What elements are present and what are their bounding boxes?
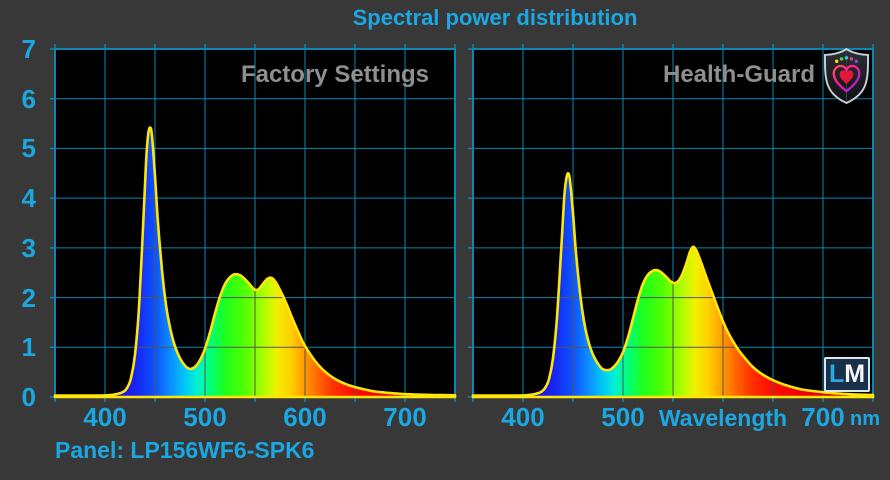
shield-dots [834,56,859,63]
spectrum-curve-outline [53,126,457,399]
y-tick-label: 4 [21,183,36,214]
x-tick-label: 500 [601,402,645,432]
heart-outline [832,64,861,93]
x-axis-factory-settings: 400 500 600 700 [55,402,455,436]
spectrum-curve-outline [471,172,875,399]
y-tick-label: 1 [21,332,36,363]
x-tick-label: 700 [801,402,845,432]
x-axis-health-guard: 400 500 Wavelength 700 nm [473,402,880,436]
y-tick-label: 0 [21,382,36,412]
x-axis-title: Wavelength [658,405,788,431]
y-tick-label: 3 [21,232,36,263]
panel-model-label: Panel: LP156WF6-SPK6 [55,437,315,463]
y-tick-label: 5 [21,133,36,164]
health-guard-shield-icon [823,48,870,104]
chart-label-health-guard: Health-Guard [662,61,815,88]
x-tick-label: 500 [183,402,227,432]
chart-health-guard: Health-Guard [468,44,875,402]
chart-factory-settings: Factory Settings [50,44,457,402]
y-tick-label: 6 [21,83,36,114]
y-tick-label: 2 [21,282,36,313]
y-tick-label: 7 [21,34,36,64]
figure-title: Spectral power distribution [352,5,638,30]
chart-label-factory-settings: Factory Settings [240,61,429,88]
heart-inner [839,70,854,84]
health-guard-plot [468,44,875,402]
x-tick-label: 600 [283,402,327,432]
lm-letter-m: M [844,360,866,388]
x-tick-label: 400 [83,402,127,432]
y-axis: 7 6 5 4 3 2 1 0 [0,35,42,411]
x-tick-label: 700 [383,402,427,432]
x-tick-label: 400 [501,402,545,432]
factory-settings-plot [50,44,457,402]
lm-letter-l: L [828,360,845,388]
x-axis-unit: nm [850,408,880,430]
